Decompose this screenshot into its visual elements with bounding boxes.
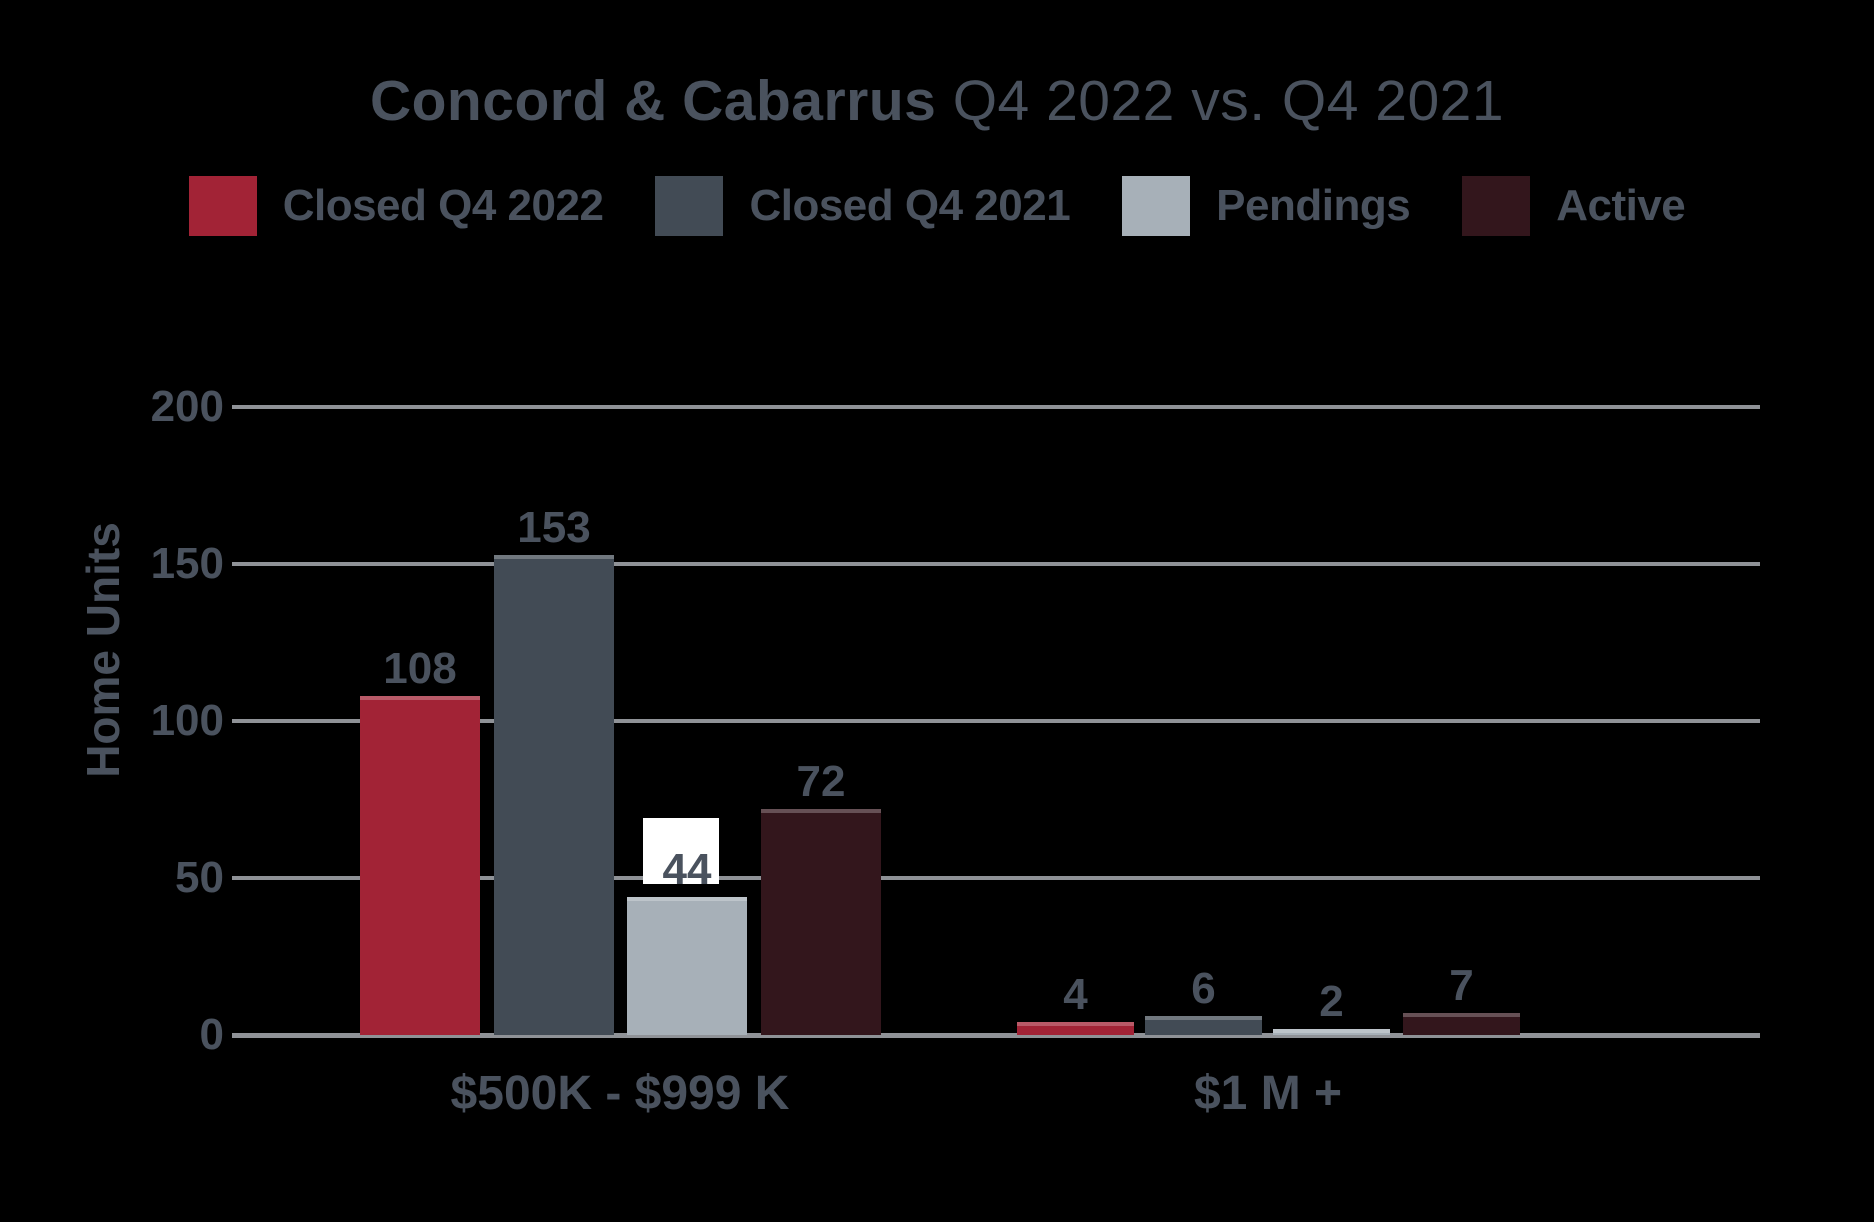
gridline-50 [232,876,1760,880]
bar-closed-q4-2021-group1 [1145,1016,1262,1035]
value-label-7: 7 [1449,961,1474,1010]
legend-swatch-icon [188,176,257,236]
bar-active-group0 [761,809,881,1035]
legend-item-0: Closed Q4 2022 [188,176,604,236]
chart-title-bold: Concord & Cabarrus [369,69,937,133]
bar-closed-q4-2022-group1 [1017,1022,1134,1035]
x-category-label-1: $1 M + [1193,1067,1343,1120]
legend-label: Closed Q4 2022 [282,181,604,230]
legend: Closed Q4 2022 Closed Q4 2021 Pendings Acti… [0,176,1874,236]
legend-swatch-icon [1122,176,1191,236]
bar-pendings-group1 [1273,1029,1390,1035]
value-label-44: 44 [662,845,712,894]
legend-swatch-icon [655,176,724,236]
value-label-4: 4 [1063,970,1088,1019]
x-category-label-0: $500K - $999 K [450,1067,790,1120]
legend-item-1: Closed Q4 2021 [655,176,1071,236]
y-tick-label-100: 100 [150,696,224,745]
chart-title-regular: Q4 2022 vs. Q4 2021 [936,69,1505,133]
value-label-highlight-box [643,818,719,884]
bar-pendings-group0 [627,897,747,1035]
legend-item-2: Pendings [1122,176,1411,236]
gridline-200 [232,405,1760,409]
value-label-153: 153 [517,503,591,552]
chart-title: Concord & Cabarrus Q4 2022 vs. Q4 2021 [0,68,1874,134]
y-tick-label-50: 50 [175,853,224,902]
gridline-150 [232,562,1760,566]
value-label-72: 72 [796,757,846,806]
y-tick-label-200: 200 [150,382,224,431]
value-label-2: 2 [1319,977,1344,1026]
legend-item-3: Active [1462,176,1686,236]
legend-label: Closed Q4 2021 [749,181,1071,230]
bar-closed-q4-2021-group0 [494,555,614,1035]
value-label-108: 108 [383,644,457,693]
legend-swatch-icon [1462,176,1531,236]
x-axis-line [232,1033,1760,1038]
legend-label: Pendings [1216,181,1411,230]
y-tick-label-0: 0 [199,1010,224,1059]
legend-label: Active [1556,181,1686,230]
value-label-6: 6 [1191,964,1216,1013]
y-tick-label-150: 150 [150,539,224,588]
gridline-100 [232,719,1760,723]
bar-active-group1 [1403,1013,1520,1035]
bar-closed-q4-2022-group0 [360,696,480,1035]
